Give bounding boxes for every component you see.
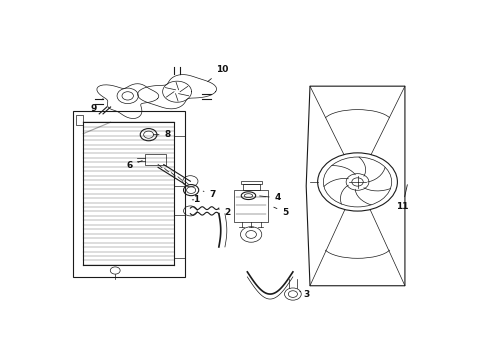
Text: 6: 6 [126, 161, 142, 170]
Text: 1: 1 [192, 195, 199, 204]
Bar [73, 111, 185, 278]
Bar [174, 136, 185, 186]
Bar [243, 184, 260, 190]
Bar [241, 181, 262, 184]
Text: 2: 2 [219, 208, 231, 217]
Text: 5: 5 [274, 207, 289, 217]
Bar [145, 153, 166, 165]
Text: 7: 7 [203, 190, 216, 199]
Bar [76, 115, 83, 125]
Bar [234, 190, 268, 222]
Bar [174, 215, 185, 258]
Text: 8: 8 [153, 130, 171, 139]
Text: 3: 3 [300, 289, 310, 298]
Text: 11: 11 [396, 185, 409, 211]
Text: 4: 4 [260, 193, 281, 202]
Text: 9: 9 [91, 99, 103, 113]
Text: 10: 10 [208, 65, 228, 82]
